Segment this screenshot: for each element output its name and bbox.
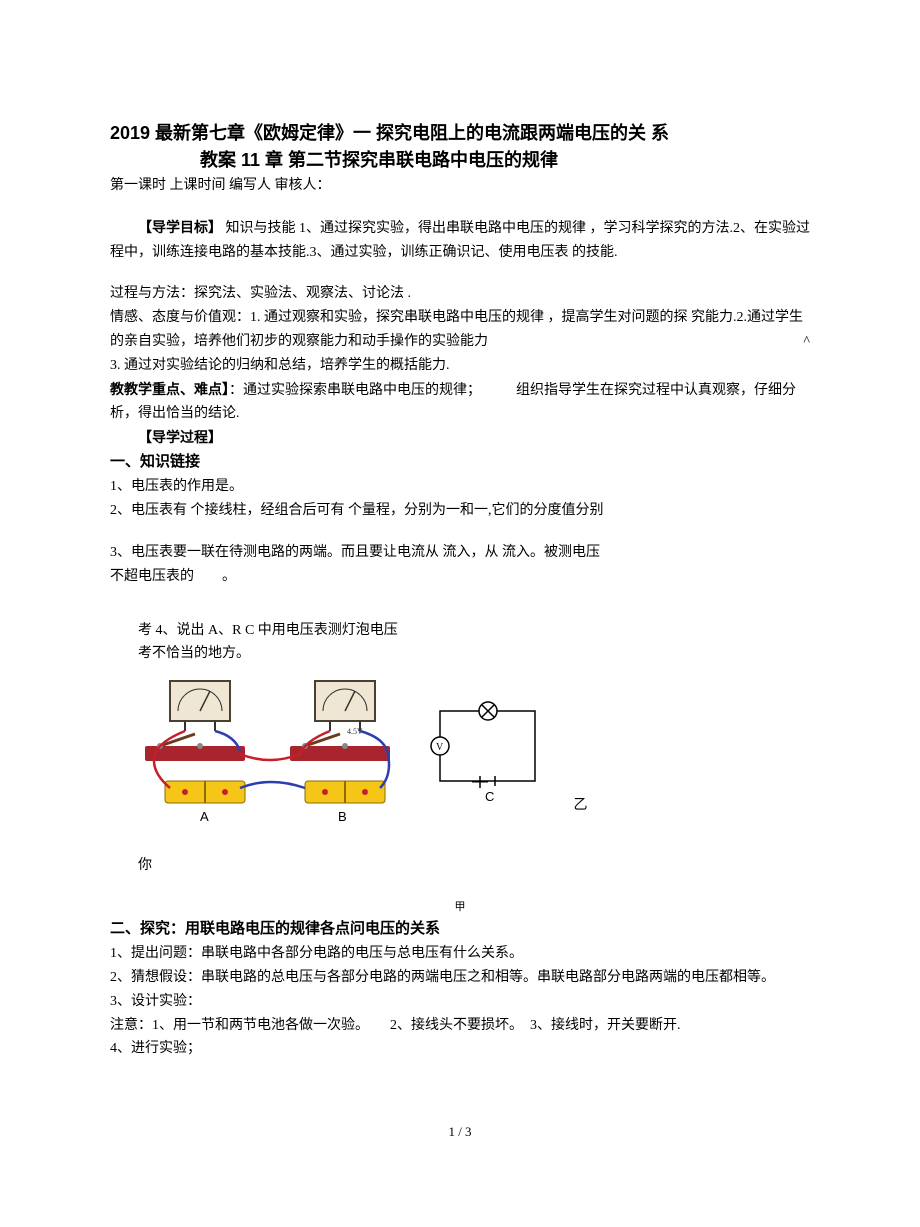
q2: 2、电压表有 个接线柱，经组合后可有 个量程，分别为一和一,它们的分度值分别 <box>110 499 810 523</box>
keypoint-paragraph: 教教学重点、难点】：通过实验探索串联电路中电压的规律； 组织指导学生在探究过程中… <box>110 378 810 427</box>
s2-q4: 4、进行实验； <box>110 1037 810 1061</box>
s2-q2: 2、猜想假设：串联电路的总电压与各部分电路的两端电压之和相等。串联电路部分电路两… <box>110 966 810 990</box>
svg-text:C: C <box>485 789 494 804</box>
svg-text:B: B <box>338 809 347 824</box>
section-2-head: 二、探究：用联电路电压的规律各点问电压的关系 <box>110 917 810 943</box>
caption-yi: 乙 <box>574 794 588 818</box>
keypoint-head: 教教学重点、难点】 <box>110 381 229 397</box>
method-line: 过程与方法：探究法、实验法、观察法、讨论法 . <box>110 282 810 306</box>
title-line-2: 教案 11 章 第二节探究串联电路中电压的规律 <box>200 147 810 174</box>
circuit-diagram-icon: 4.5V <box>140 676 550 826</box>
affect-line-2: 3. 通过对实验结论的归纳和总结，培养学生的概括能力. <box>110 354 810 378</box>
subtitle-line: 第一课时 上课时间 编写人 审核人： <box>110 174 810 198</box>
section-1-head: 一、知识链接 <box>110 450 810 476</box>
q3a: 3、电压表要一联在待测电路的两端。而且要让电流从 流入，从 流入。被测电压 <box>110 541 810 565</box>
page-footer: 1 / 3 <box>110 1121 810 1143</box>
circuit-figure: 4.5V <box>140 676 810 826</box>
caption-jia: 甲 <box>110 898 810 917</box>
process-head: 【导学过程】 <box>110 426 810 450</box>
nin-text: 你 <box>138 854 810 878</box>
goal-head: 【导学目标】 <box>138 219 222 235</box>
s2-q3: 3、设计实验： <box>110 990 810 1014</box>
title-line-1: 2019 最新第七章《欧姆定律》一 探究电阻上的电流跟两端电压的关 系 <box>110 120 810 147</box>
q1: 1、电压表的作用是。 <box>110 475 810 499</box>
q4b: 考不恰当的地方。 <box>138 642 810 666</box>
q4a: 考 4、说出 A、R C 中用电压表测灯泡电压 <box>138 619 810 643</box>
svg-text:V: V <box>436 742 444 753</box>
s2-q1: 1、提出问题：串联电路中各部分电路的电压与总电压有什么关系。 <box>110 942 810 966</box>
goal-paragraph: 【导学目标】 知识与技能 1、通过探究实验，得出串联电路中电压的规律 ，学习科学… <box>110 216 810 265</box>
caret-icon: ^ <box>803 330 810 354</box>
svg-text:A: A <box>200 809 209 824</box>
document-page: 2019 最新第七章《欧姆定律》一 探究电阻上的电流跟两端电压的关 系 教案 1… <box>0 0 920 1183</box>
keypoint-text-1: ：通过实验探索串联电路中电压的规律； <box>229 383 474 398</box>
s2-note: 注意：1、用一节和两节电池各做一次验。 2、接线头不要损坏。 3、接线时，开关要… <box>110 1014 810 1038</box>
q3b: 不超电压表的 。 <box>110 565 810 589</box>
affect-line-1: 情感、态度与价值观：1. 通过观察和实验，探究串联电路中电压的规律 ，提高学生对… <box>110 306 810 354</box>
affect-text-1: 情感、态度与价值观：1. 通过观察和实验，探究串联电路中电压的规律 ，提高学生对… <box>110 310 803 349</box>
